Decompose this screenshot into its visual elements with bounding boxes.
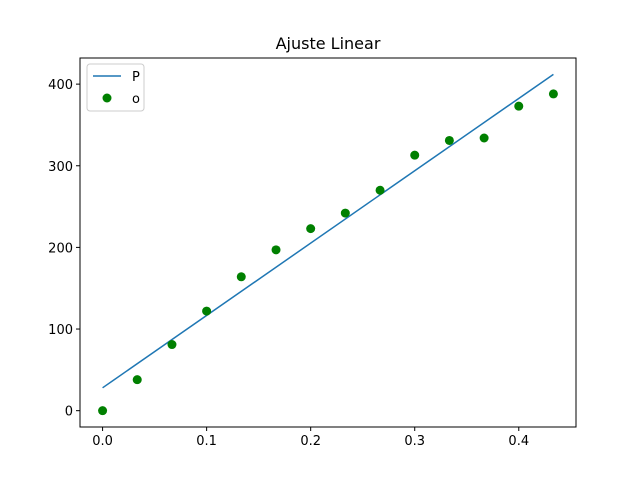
data-point (236, 272, 246, 282)
axes-frame (79, 57, 577, 428)
legend-label-points: o (132, 92, 140, 107)
x-tick-label: 0.4 (508, 434, 529, 449)
data-point (548, 89, 558, 99)
x-tick-label: 0.1 (196, 434, 217, 449)
chart-title: Ajuste Linear (276, 34, 381, 53)
data-point (132, 375, 142, 385)
y-tick-label: 100 (48, 323, 73, 338)
data-point (306, 224, 316, 234)
data-point (340, 208, 350, 218)
x-tick-label: 0.0 (92, 434, 113, 449)
x-tick-label: 0.2 (300, 434, 321, 449)
legend-point-swatch (102, 93, 112, 103)
data-point (410, 150, 420, 160)
fit-line (102, 73, 554, 389)
data-point (167, 340, 177, 350)
data-point (479, 133, 489, 143)
data-point (98, 406, 108, 416)
legend: P o (86, 63, 145, 112)
y-tick-label: 400 (48, 78, 73, 93)
y-tick-label: 200 (48, 241, 73, 256)
data-point (444, 135, 454, 145)
x-tick-label: 0.3 (404, 434, 425, 449)
y-tick-label: 300 (48, 160, 73, 175)
y-tick-label: 0 (65, 405, 73, 420)
data-point (271, 245, 281, 255)
data-point (514, 101, 524, 111)
data-point (202, 306, 212, 316)
axis-ticks: 0.0 0.1 0.2 0.3 0.4 0 100 200 300 400 (48, 78, 529, 449)
plot-area (98, 73, 558, 416)
data-point (375, 185, 385, 195)
legend-label-line: P (132, 70, 140, 85)
